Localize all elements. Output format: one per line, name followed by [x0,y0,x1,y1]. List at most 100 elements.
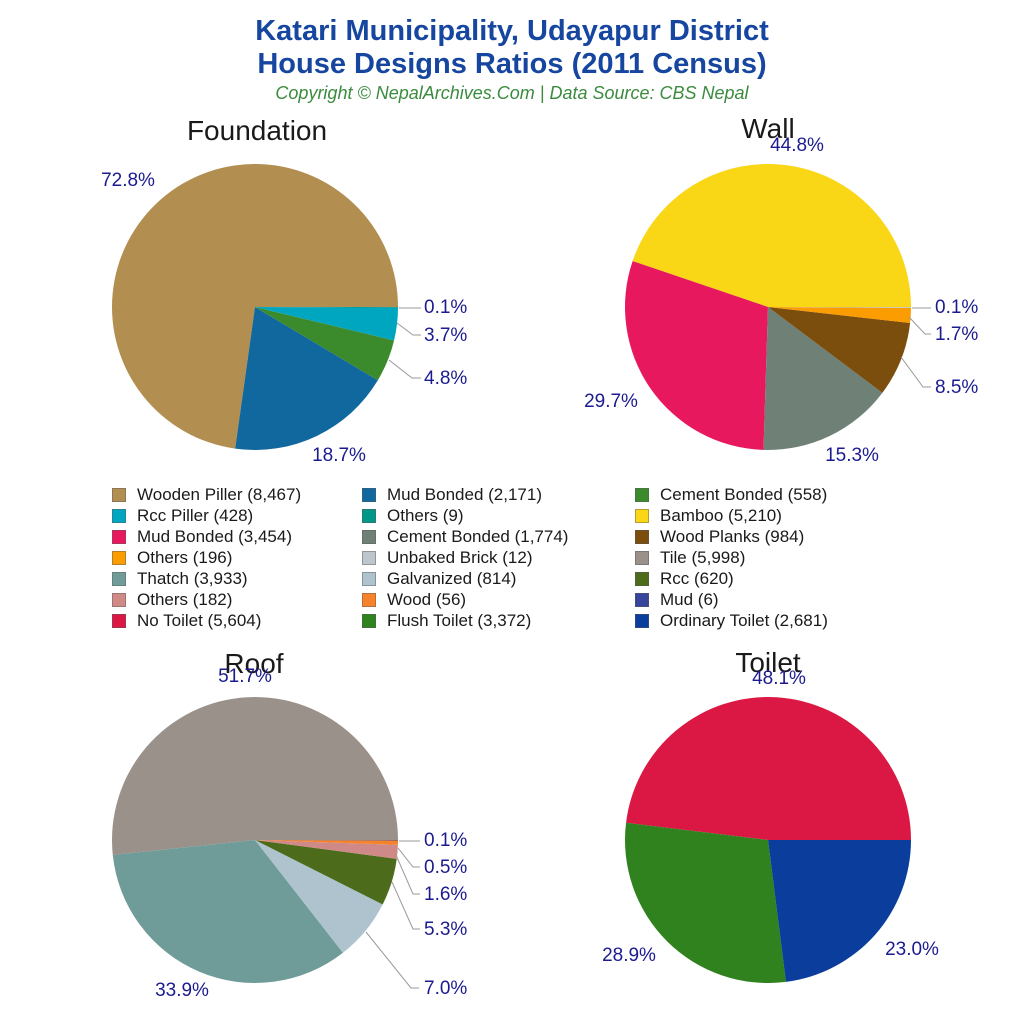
legend-label: Cement Bonded (558) [660,485,828,505]
pie-slice-roof-rcc [255,840,397,905]
percent-label-wall-others: 1.7% [935,324,979,345]
chart-title-roof: Roof [224,648,284,679]
legend-item-wood-56-: Wood (56) [362,589,568,610]
legend-swatch [635,488,649,503]
legend-item-others-9-: Others (9) [362,506,568,527]
legend-item-ordinary-toilet-2-681-: Ordinary Toilet (2,681) [635,610,828,631]
leader-line-wall-others [908,316,931,335]
legend-swatch [635,551,649,566]
legend-column-1: Wooden Piller (8,467) Rcc Piller (428) Mud… [112,485,301,631]
legend-label: Others (196) [137,548,233,568]
legend-swatch [362,592,376,607]
legend-item-galvanized-814-: Galvanized (814) [362,569,568,590]
legend-swatch [362,488,376,503]
pie-slice-roof-others [255,840,398,859]
percent-label-roof-tile: 51.7% [218,666,272,687]
percent-label-roof-rcc: 5.3% [424,919,468,940]
leader-line-wall-wood-planks [900,356,931,388]
pie-slice-foundation-others [255,307,399,308]
pie-slice-wall-cement-bonded [763,307,883,451]
copyright-subtitle: Copyright © NepalArchives.Com | Data Sou… [275,83,749,103]
legend-label: Cement Bonded (1,774) [387,527,569,547]
percent-label-roof-thatch: 33.9% [155,980,209,1001]
legend-label: Mud Bonded (2,171) [387,485,542,505]
legend-label: Mud (6) [660,589,719,609]
legend-item-bamboo-5-210-: Bamboo (5,210) [635,506,828,527]
percent-label-foundation-mud-bonded: 18.7% [312,445,366,466]
percent-label-wall-cement-bonded: 15.3% [825,445,879,466]
legend-swatch [112,530,126,545]
pie-slice-foundation-wooden-piller [111,164,398,449]
pie-slice-wall-unbaked-brick [768,307,912,308]
legend-item-unbaked-brick-12-: Unbaked Brick (12) [362,548,568,569]
legend-item-mud-bonded-3-454-: Mud Bonded (3,454) [112,527,301,548]
pie-foundation [111,164,399,451]
leader-line-roof-galvanized [365,931,419,989]
legend-label: No Toilet (5,604) [137,610,262,630]
pie-slice-foundation-cement-bonded [255,307,395,381]
legend-swatch [362,572,376,586]
leader-line-roof-wood [397,847,420,868]
legend-label: Galvanized (814) [387,569,517,588]
legend-swatch [362,530,376,545]
legend-column-3: Cement Bonded (558) Bamboo (5,210) Wood Pl… [635,485,828,631]
legend-label: Wooden Piller (8,467) [137,485,302,505]
legend-swatch [635,572,649,586]
percent-label-toilet-ordinary-toilet: 23.0% [885,939,939,960]
pie-wall [624,163,912,451]
legend-label: Wood Planks (984) [660,527,805,547]
percent-label-roof-galvanized: 7.0% [424,978,468,999]
legend-swatch [112,488,126,503]
percent-label-roof-wood: 0.5% [424,857,468,878]
legend-item-flush-toilet-3-372-: Flush Toilet (3,372) [362,610,568,631]
pie-slice-wall-mud-bonded [624,261,768,450]
legend-swatch [112,592,126,607]
legend-swatch [362,613,376,628]
chart-title-wall: Wall [741,113,795,144]
percent-label-foundation-cement-bonded: 4.8% [424,368,468,389]
page-title: Katari Municipality, Udayapur District H… [0,15,1024,81]
leader-line-roof-others [395,854,420,895]
legend-label: Rcc Piller (428) [137,506,254,526]
legend-label: Ordinary Toilet (2,681) [660,610,828,630]
pie-slice-roof-galvanized [255,840,383,953]
pie-roof [112,697,399,984]
page-title-line2: House Designs Ratios (2011 Census) [257,48,767,80]
pie-slice-toilet-ordinary-toilet [768,840,911,982]
legend-column-2: Mud Bonded (2,171) Others (9) Cement Bonde… [362,485,568,631]
percent-label-wall-bamboo: 44.8% [770,135,824,156]
legend-swatch [112,572,126,586]
pie-slice-wall-bamboo [632,163,911,307]
legend-swatch [112,551,126,566]
legend-item-wooden-piller-8-467-: Wooden Piller (8,467) [112,485,301,506]
legend-item-rcc-piller-428-: Rcc Piller (428) [112,506,301,527]
percent-label-roof-mud: 0.1% [424,830,468,851]
legend-swatch [362,509,376,524]
legend-swatch [362,551,376,566]
legend-label: Tile (5,998) [660,548,746,568]
percent-label-toilet-flush-toilet: 28.9% [602,945,656,966]
chart-title-foundation: Foundation [186,115,328,146]
legend-item-wood-planks-984-: Wood Planks (984) [635,527,828,548]
legend-swatch [112,613,126,628]
legend-item-cement-bonded-1-774-: Cement Bonded (1,774) [362,527,568,548]
legend-label: Others (182) [137,589,233,609]
legend-item-mud-bonded-2-171-: Mud Bonded (2,171) [362,485,568,506]
pie-slice-toilet-flush-toilet [625,822,786,983]
legend-label: Thatch (3,933) [137,569,248,588]
legend-item-thatch-3-933-: Thatch (3,933) [112,569,301,590]
legend-item-rcc-620-: Rcc (620) [635,569,828,590]
legend-swatch [635,509,649,524]
legend-item-cement-bonded-558-: Cement Bonded (558) [635,485,828,506]
pie-slice-roof-wood [255,840,398,845]
legend-item-others-196-: Others (196) [112,548,301,569]
page-title-line1: Katari Municipality, Udayapur District [255,15,769,47]
legend-label: Bamboo (5,210) [660,506,782,526]
percent-label-toilet-no-toilet: 48.1% [752,668,806,689]
legend-item-others-182-: Others (182) [112,589,301,610]
pie-slice-wall-wood-planks [768,307,911,393]
legend-label: Flush Toilet (3,372) [387,610,532,630]
pie-slice-roof-tile [112,697,398,855]
